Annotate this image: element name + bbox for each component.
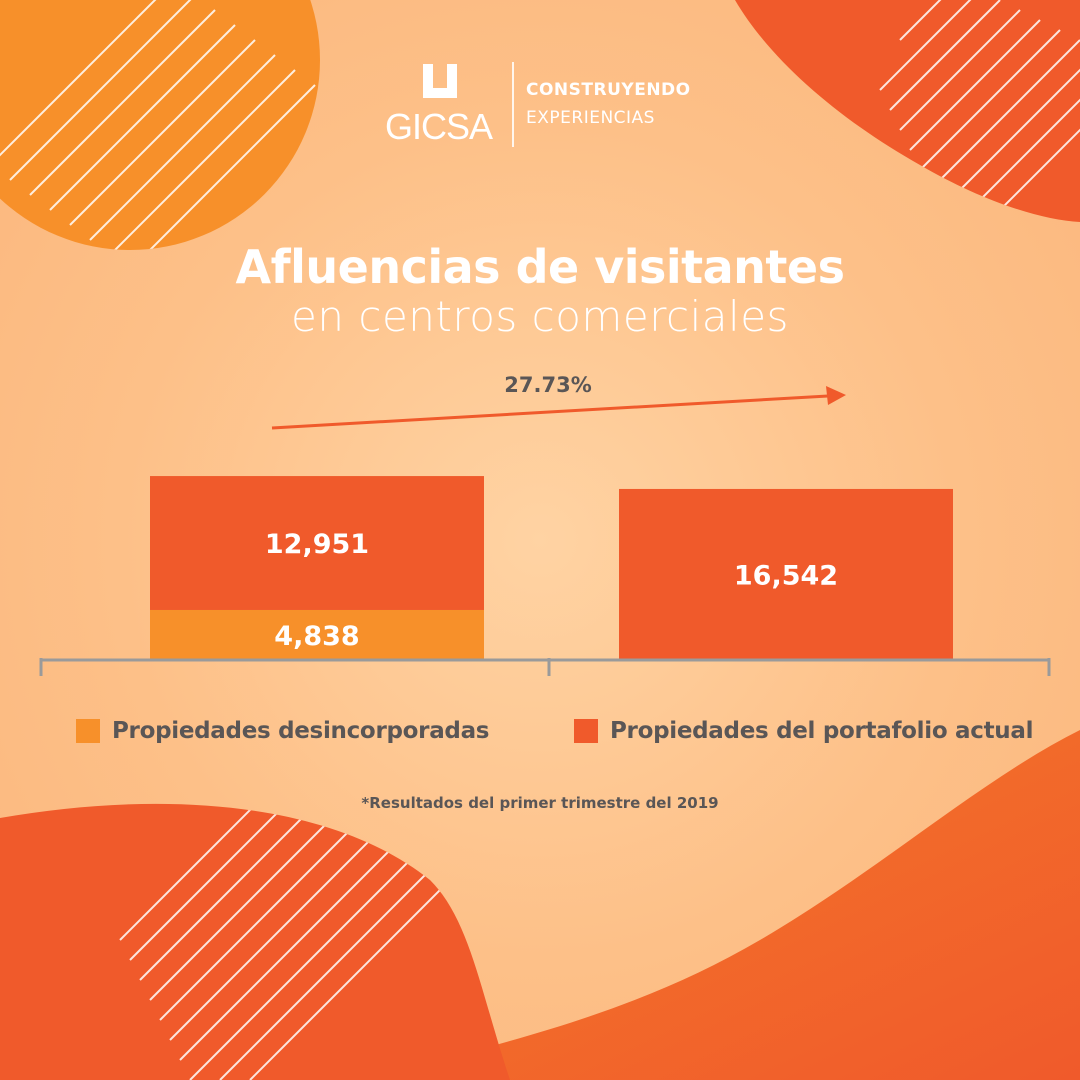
legend-item-portafolio: Propiedades del portafolio actual: [574, 714, 1033, 748]
legend-item-desincorporadas: Propiedades desincorporadas: [76, 714, 489, 748]
bar-1-segment-1: [150, 609, 484, 660]
growth-arrow: [271, 386, 846, 430]
blob-top-left: [0, 0, 320, 250]
bar-2-segment-2-label: 16,542: [734, 560, 838, 591]
growth-label: 27.73%: [504, 373, 591, 397]
legend-swatch-desincorporadas: [76, 719, 100, 743]
legend-label-desincorporadas: Propiedades desincorporadas: [112, 718, 490, 744]
logo-word: GICSA: [385, 106, 493, 147]
legend-swatch-portafolio: [574, 719, 598, 743]
tagline-line1: CONSTRUYENDO: [526, 80, 691, 100]
footnote: *Resultados del primer trimestre del 201…: [361, 794, 719, 812]
bar-2-segment-2: [619, 488, 953, 660]
gicsa-logo: [423, 64, 457, 98]
blob-bottom-right: [360, 730, 1080, 1080]
bar-1-segment-2-label: 12,951: [265, 529, 369, 560]
bar-1-segment-1-label: 4,838: [274, 621, 359, 652]
x-axis: [39, 658, 1051, 676]
logo-divider: [512, 62, 514, 147]
tagline-line2: EXPERIENCIAS: [526, 108, 655, 128]
bar-1-segment-2: [150, 476, 484, 610]
legend-label-portafolio: Propiedades del portafolio actual: [610, 718, 1034, 744]
blob-bottom-left: [0, 803, 510, 1080]
blob-top-right: [735, 0, 1080, 222]
title-line1: Afluencias de visitantes: [235, 240, 845, 294]
title-line2: en centros comerciales: [291, 292, 789, 341]
